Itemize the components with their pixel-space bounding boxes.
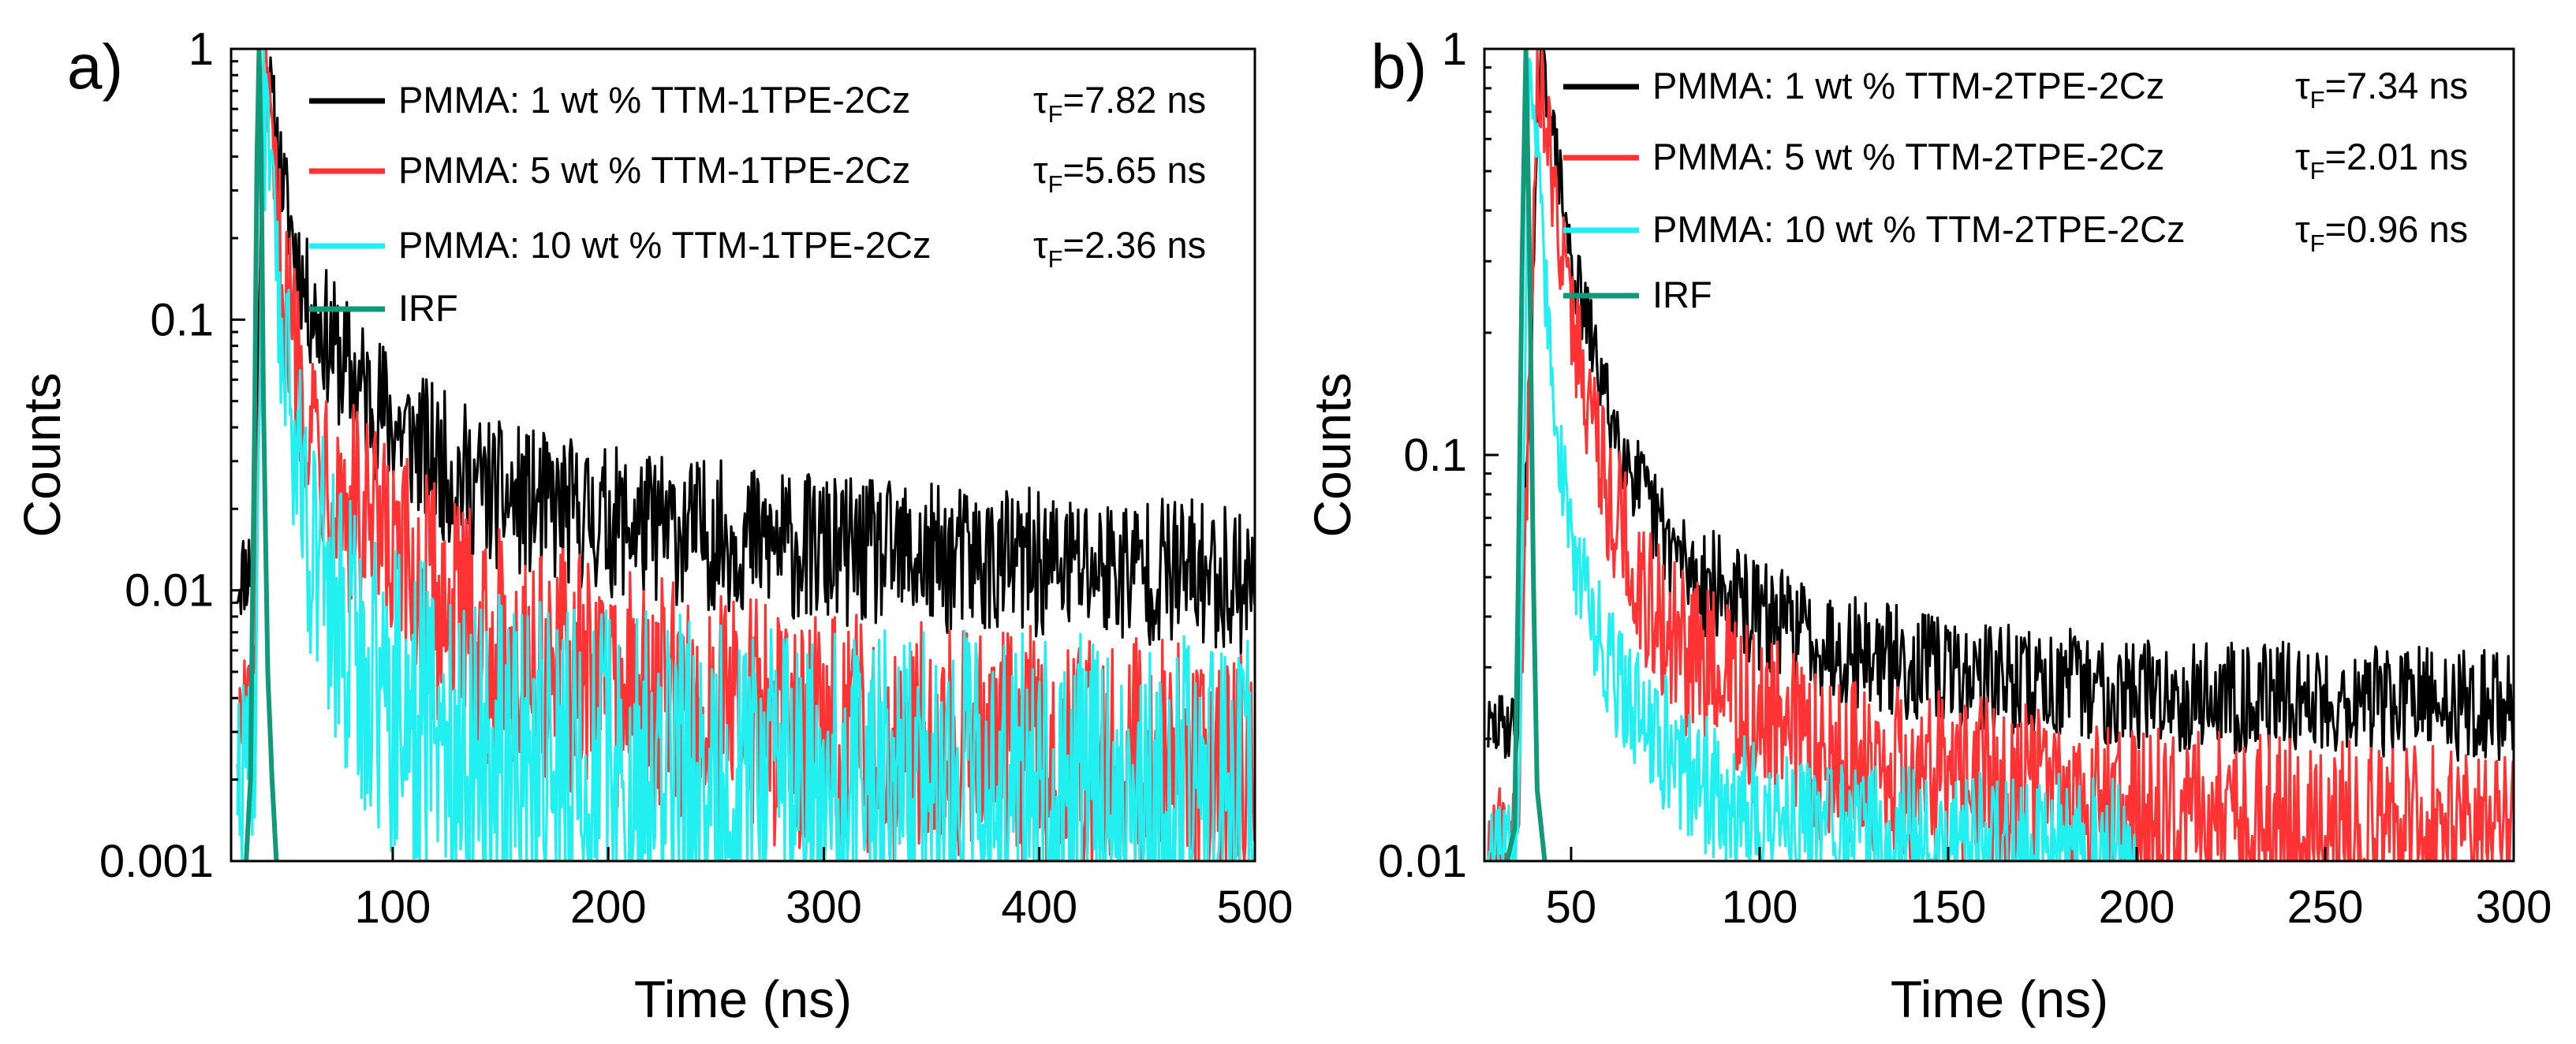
tau-symbol: τ	[1033, 79, 1048, 121]
series-line-irf	[1504, 49, 1547, 861]
panel-b: b) 0.01 0.1 1 50 100 150 200 250 300 Tim…	[1303, 24, 2552, 1028]
panel-b-curves	[1487, 49, 2514, 861]
tau-subscript: F	[1048, 245, 1063, 273]
panel-a-legend: PMMA: 1 wt % TTM-1TPE-2Cz τF=7.82 ns PMM…	[309, 79, 1206, 329]
tau-symbol: τ	[2295, 208, 2310, 250]
panel-a-y-tick-label: 0.001	[99, 836, 214, 887]
panel-b-x-tick-label: 300	[2476, 882, 2552, 933]
panel-b-y-tick-label: 0.01	[1378, 836, 1467, 887]
series-line-irf	[244, 49, 279, 861]
panel-b-y-tick-label: 1	[1442, 24, 1467, 75]
legend-label-1wt: PMMA: 1 wt % TTM-2TPE-2Cz	[1652, 65, 2164, 106]
tau-subscript: F	[2310, 229, 2325, 257]
panel-a-x-tick-label: 100	[355, 882, 431, 933]
tau-subscript: F	[2310, 157, 2325, 185]
panel-a-frame	[230, 47, 1256, 863]
legend-label-5wt: PMMA: 5 wt % TTM-1TPE-2Cz	[398, 149, 910, 191]
panel-a-curves	[236, 49, 1255, 861]
panel-b-x-tick-label: 150	[1910, 882, 1987, 933]
legend-tau-10wt: τF=2.36 ns	[1033, 224, 1206, 273]
tau-subscript: F	[2310, 86, 2325, 114]
tau-value: =5.65 ns	[1063, 149, 1207, 191]
panel-a-x-tick-label: 200	[570, 882, 647, 933]
legend-label-irf: IRF	[1652, 274, 1712, 315]
tau-value: =2.01 ns	[2325, 136, 2469, 177]
panel-a-x-tick-label: 400	[1001, 882, 1077, 933]
panel-b-x-axis-title: Time (ns)	[1891, 970, 2108, 1028]
series-line-pmma-1-wt-ttm-2tpe-2cz	[1487, 49, 2514, 762]
tau-subscript: F	[1048, 100, 1063, 128]
series-line-pmma-10-wt-ttm-2tpe-2cz	[1487, 58, 2137, 861]
legend-tau-1wt: τF=7.34 ns	[2295, 65, 2468, 114]
legend-tau-5wt: τF=5.65 ns	[1033, 149, 1206, 198]
tau-value: =7.82 ns	[1063, 79, 1207, 121]
panel-a-x-tick-label: 300	[786, 882, 862, 933]
legend-label-5wt: PMMA: 5 wt % TTM-2TPE-2Cz	[1652, 136, 2164, 177]
panel-b-legend: PMMA: 1 wt % TTM-2TPE-2Cz τF=7.34 ns PMM…	[1563, 65, 2468, 315]
panel-b-x-tick-label: 200	[2099, 882, 2175, 933]
panel-a-x-tick-label: 500	[1217, 882, 1294, 933]
tau-value: =7.34 ns	[2325, 65, 2469, 106]
panel-a: a) 0.001 0.01 0.1 1 100 200 300 400 500 …	[13, 24, 1293, 1028]
tau-value: =2.36 ns	[1063, 224, 1207, 266]
tau-symbol: τ	[1033, 149, 1048, 191]
legend-label-10wt: PMMA: 10 wt % TTM-2TPE-2Cz	[1652, 208, 2186, 250]
panel-a-y-axis-title: Counts	[13, 372, 71, 537]
tau-symbol: τ	[2295, 65, 2310, 106]
series-line-pmma-1-wt-ttm-1tpe-2cz	[236, 56, 1255, 655]
panel-b-x-tick-label: 100	[1722, 882, 1798, 933]
panel-b-y-axis-title: Counts	[1303, 372, 1361, 537]
panel-b-y-tick-label: 0.1	[1403, 430, 1467, 481]
panel-a-y-tick-label: 1	[189, 24, 214, 75]
panel-a-y-tick-label: 0.01	[125, 565, 214, 617]
tau-value: =0.96 ns	[2325, 208, 2469, 250]
panel-b-label: b)	[1371, 32, 1427, 102]
panel-b-ticks	[1484, 47, 2515, 863]
legend-tau-10wt: τF=0.96 ns	[2295, 208, 2468, 257]
tau-subscript: F	[1048, 170, 1063, 198]
legend-tau-5wt: τF=2.01 ns	[2295, 136, 2468, 185]
panel-a-x-axis-title: Time (ns)	[634, 970, 852, 1028]
series-line-pmma-5-wt-ttm-2tpe-2cz	[1487, 49, 2514, 861]
legend-tau-1wt: τF=7.82 ns	[1033, 79, 1206, 128]
legend-label-10wt: PMMA: 10 wt % TTM-1TPE-2Cz	[398, 224, 931, 266]
series-line-pmma-10-wt-ttm-1tpe-2cz	[236, 49, 1255, 861]
panel-b-x-tick-label: 250	[2287, 882, 2364, 933]
legend-label-irf: IRF	[398, 287, 458, 329]
panel-a-label: a)	[67, 32, 123, 102]
tau-symbol: τ	[2295, 136, 2310, 177]
panel-a-y-tick-label: 0.1	[150, 294, 214, 345]
legend-label-1wt: PMMA: 1 wt % TTM-1TPE-2Cz	[398, 79, 910, 121]
panel-a-ticks	[231, 47, 1256, 863]
panel-b-x-tick-label: 50	[1546, 882, 1597, 933]
tau-symbol: τ	[1033, 224, 1048, 266]
